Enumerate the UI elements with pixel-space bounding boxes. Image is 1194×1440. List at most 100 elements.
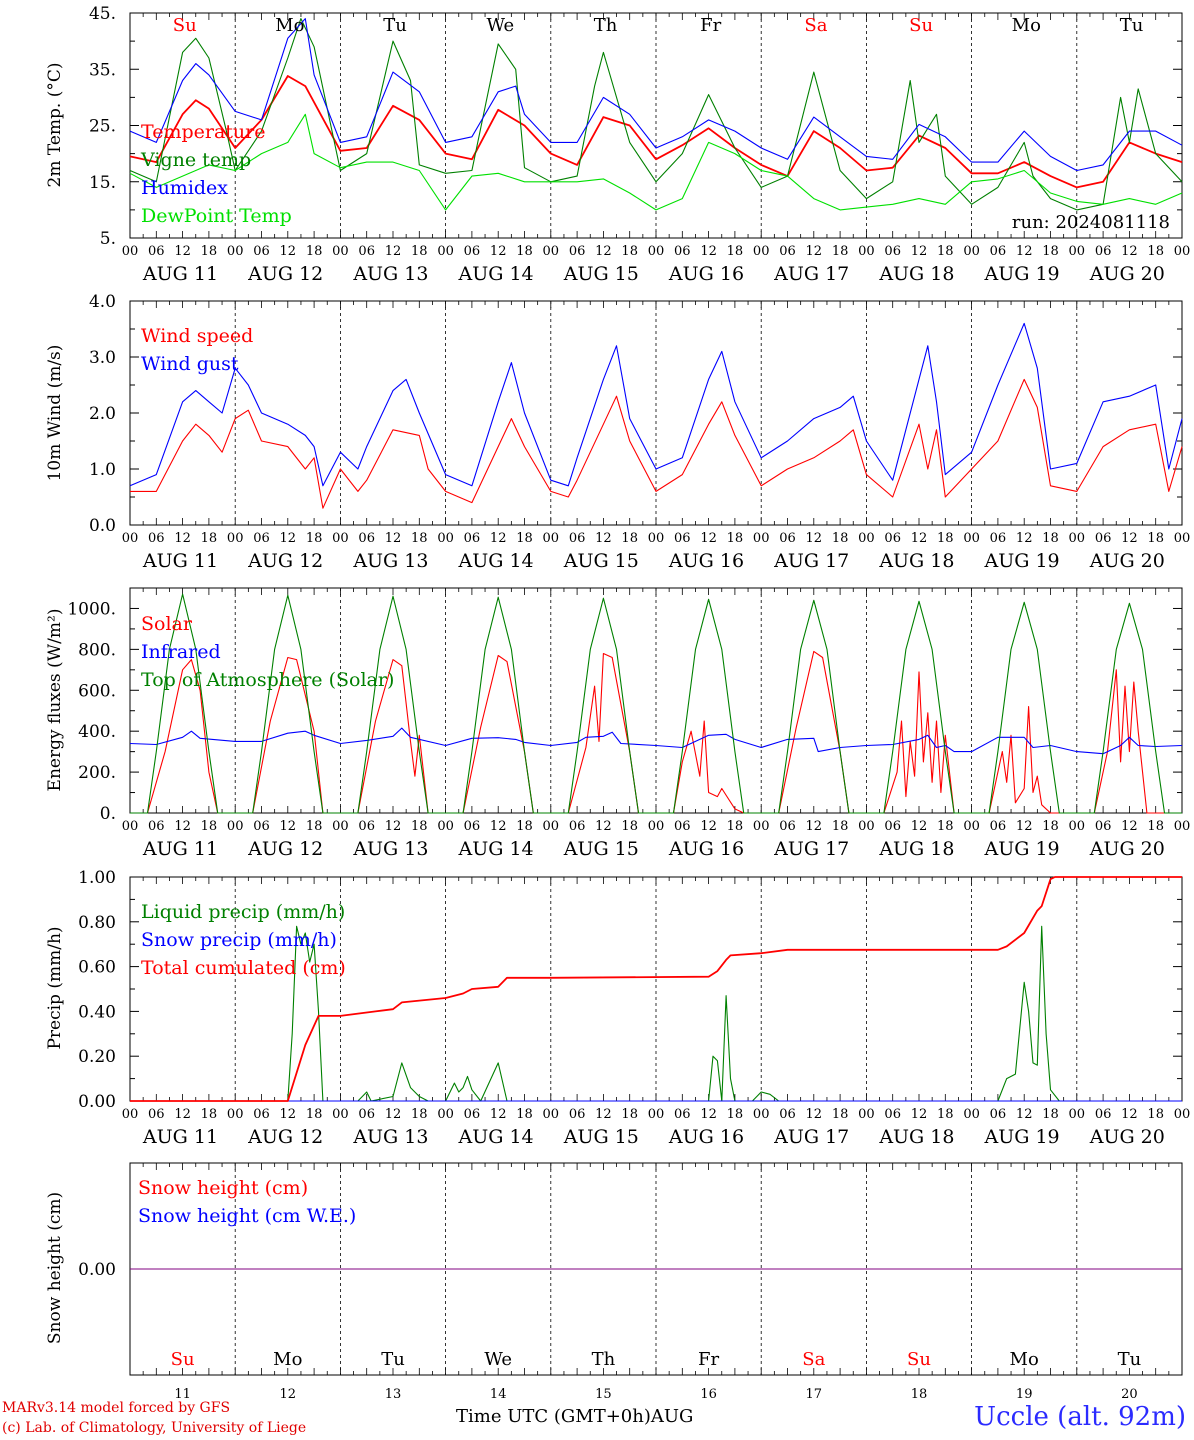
hour-tick-label: 06: [990, 531, 1007, 546]
hour-tick-label: 06: [253, 531, 270, 546]
hour-tick-label: 18: [411, 531, 428, 546]
hour-tick-label: 00: [1174, 244, 1191, 259]
hour-tick-label: 18: [1042, 531, 1059, 546]
hour-tick-label: 18: [621, 244, 638, 259]
hour-tick-label: 00: [437, 244, 454, 259]
hour-tick-label: 12: [700, 531, 717, 546]
y-tick-label: 0.20: [78, 1047, 116, 1067]
day-label: AUG 14: [458, 1126, 534, 1148]
hour-tick-label: 06: [884, 1107, 901, 1122]
legend-entry: Top of Atmosphere (Solar): [141, 669, 394, 691]
day-number-label: 12: [280, 1387, 297, 1402]
hour-tick-label: 12: [1121, 244, 1138, 259]
hour-tick-label: 06: [884, 819, 901, 834]
y-tick-label: 5.: [100, 229, 116, 249]
weekday-label: Tu: [383, 15, 407, 36]
series-line: [130, 925, 1182, 1102]
day-label: AUG 15: [563, 1126, 639, 1148]
hour-tick-label: 00: [122, 819, 139, 834]
weekday-label: Fr: [698, 1349, 719, 1370]
hour-tick-label: 06: [990, 1107, 1007, 1122]
hour-tick-label: 18: [727, 1107, 744, 1122]
hour-tick-label: 06: [464, 531, 481, 546]
hour-tick-label: 06: [569, 819, 586, 834]
hour-tick-label: 12: [280, 531, 297, 546]
day-label: AUG 16: [668, 263, 744, 285]
day-number-label: 11: [174, 1387, 191, 1402]
hour-tick-label: 12: [174, 1107, 191, 1122]
hour-tick-label: 18: [516, 531, 533, 546]
hour-tick-label: 00: [648, 1107, 665, 1122]
legend-entry: Liquid precip (mm/h): [141, 901, 345, 923]
model-credit: MARv3.14 model forced by GFS: [2, 1400, 231, 1416]
hour-tick-label: 12: [385, 1107, 402, 1122]
hour-tick-label: 00: [543, 531, 560, 546]
station-name: Uccle (alt. 92m): [974, 1402, 1186, 1432]
hour-tick-label: 00: [437, 531, 454, 546]
hour-tick-label: 06: [358, 1107, 375, 1122]
hour-tick-label: 12: [280, 244, 297, 259]
hour-tick-label: 18: [306, 531, 323, 546]
legend-entry: Snow precip (mm/h): [141, 929, 337, 951]
day-label: AUG 18: [878, 838, 954, 860]
y-axis-label: 2m Temp. (°C): [45, 62, 65, 187]
hour-tick-label: 12: [806, 531, 823, 546]
hour-tick-label: 12: [700, 244, 717, 259]
hour-tick-label: 06: [358, 531, 375, 546]
day-label: AUG 12: [247, 550, 323, 572]
day-label: AUG 19: [984, 1126, 1060, 1148]
hour-tick-label: 00: [1069, 819, 1086, 834]
hour-tick-label: 12: [385, 531, 402, 546]
day-label: AUG 20: [1089, 550, 1165, 572]
day-label: AUG 13: [352, 263, 428, 285]
weekday-label: Mo: [273, 1349, 302, 1370]
weekday-label: Tu: [1120, 15, 1144, 36]
weekday-label: Mo: [1010, 1349, 1039, 1370]
hour-tick-label: 18: [832, 244, 849, 259]
y-tick-label: 1.0: [89, 460, 116, 480]
hour-tick-label: 06: [148, 819, 165, 834]
hour-tick-label: 18: [1147, 244, 1164, 259]
y-tick-label: 0.00: [78, 1260, 116, 1280]
hour-tick-label: 18: [411, 244, 428, 259]
weekday-label: We: [486, 15, 514, 36]
hour-tick-label: 00: [1069, 1107, 1086, 1122]
y-tick-label: 15.: [89, 173, 116, 193]
day-label: AUG 19: [984, 838, 1060, 860]
hour-tick-label: 12: [174, 531, 191, 546]
hour-tick-label: 12: [700, 1107, 717, 1122]
day-label: AUG 14: [458, 838, 534, 860]
day-label: AUG 17: [773, 263, 849, 285]
hour-tick-label: 12: [595, 1107, 612, 1122]
hour-tick-label: 12: [280, 819, 297, 834]
hour-tick-label: 18: [937, 244, 954, 259]
y-tick-label: 25.: [89, 117, 116, 137]
hour-tick-label: 18: [1147, 531, 1164, 546]
hour-tick-label: 00: [753, 244, 770, 259]
hour-tick-label: 06: [253, 819, 270, 834]
hour-tick-label: 00: [753, 1107, 770, 1122]
hour-tick-label: 12: [595, 819, 612, 834]
hour-tick-label: 06: [674, 244, 691, 259]
hour-tick-label: 06: [990, 819, 1007, 834]
y-axis-label: Precip (mm/h): [45, 926, 65, 1049]
hour-tick-label: 00: [227, 819, 244, 834]
hour-tick-label: 12: [490, 1107, 507, 1122]
day-label: AUG 14: [458, 263, 534, 285]
hour-tick-label: 00: [1174, 1107, 1191, 1122]
hour-tick-label: 00: [122, 244, 139, 259]
weekday-label: Fr: [700, 15, 721, 36]
y-tick-label: 800.: [78, 640, 116, 660]
hour-tick-label: 06: [358, 244, 375, 259]
day-label: AUG 16: [668, 838, 744, 860]
hour-tick-label: 18: [832, 819, 849, 834]
hour-tick-label: 18: [937, 819, 954, 834]
day-number-label: 15: [595, 1387, 612, 1402]
hour-tick-label: 06: [464, 819, 481, 834]
hour-tick-label: 06: [990, 244, 1007, 259]
hour-tick-label: 18: [516, 244, 533, 259]
hour-tick-label: 12: [806, 1107, 823, 1122]
day-number-label: 19: [1016, 1387, 1033, 1402]
hour-tick-label: 18: [1042, 1107, 1059, 1122]
